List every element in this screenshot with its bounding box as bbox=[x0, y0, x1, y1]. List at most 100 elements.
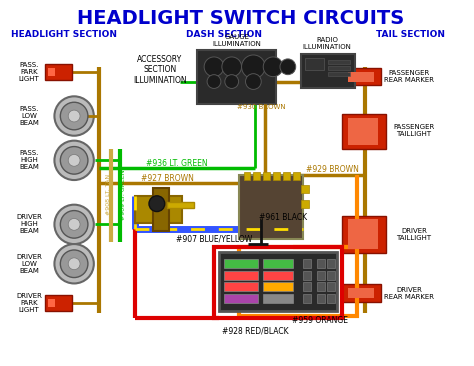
Circle shape bbox=[68, 154, 80, 166]
Circle shape bbox=[55, 96, 94, 136]
Bar bbox=[348, 118, 378, 145]
Text: #928 RED/BLACK: #928 RED/BLACK bbox=[222, 326, 289, 335]
Bar bbox=[328, 66, 350, 70]
Bar bbox=[263, 270, 293, 280]
Circle shape bbox=[60, 210, 88, 238]
Text: #907 BLUE/YELLOW: #907 BLUE/YELLOW bbox=[176, 235, 252, 244]
Text: #936 LT. GREEN: #936 LT. GREEN bbox=[146, 159, 207, 168]
Bar bbox=[224, 259, 258, 268]
Text: #927 BROWN: #927 BROWN bbox=[141, 173, 194, 183]
Circle shape bbox=[60, 102, 88, 130]
Text: DRIVER
LOW
BEAM: DRIVER LOW BEAM bbox=[16, 254, 42, 274]
Bar bbox=[244, 172, 250, 180]
Text: ACCESSORY
SECTION
ILLUMINATION: ACCESSORY SECTION ILLUMINATION bbox=[133, 55, 187, 85]
Circle shape bbox=[55, 141, 94, 180]
Bar bbox=[263, 172, 270, 180]
Bar bbox=[302, 270, 310, 280]
Circle shape bbox=[242, 55, 265, 79]
Text: #930 BROWN: #930 BROWN bbox=[237, 104, 285, 110]
Bar bbox=[302, 259, 310, 268]
Bar bbox=[342, 114, 386, 149]
Bar bbox=[327, 294, 335, 303]
Bar bbox=[318, 294, 325, 303]
Text: #961 BLACK: #961 BLACK bbox=[259, 213, 307, 222]
Bar bbox=[238, 175, 302, 239]
Text: PASS.
PARK
LIGHT: PASS. PARK LIGHT bbox=[18, 62, 39, 82]
Text: DRIVER
HIGH
BEAM: DRIVER HIGH BEAM bbox=[16, 214, 42, 234]
Circle shape bbox=[263, 57, 283, 76]
Text: DRIVER
REAR MARKER: DRIVER REAR MARKER bbox=[384, 287, 434, 300]
Text: HEADLIGHT SECTION: HEADLIGHT SECTION bbox=[11, 30, 117, 39]
Bar bbox=[318, 259, 325, 268]
Bar bbox=[342, 284, 382, 302]
Circle shape bbox=[68, 110, 80, 122]
Bar bbox=[301, 185, 309, 193]
Bar bbox=[293, 172, 300, 180]
Bar bbox=[342, 68, 382, 86]
Bar bbox=[197, 50, 276, 104]
Bar bbox=[263, 294, 293, 303]
Bar bbox=[328, 72, 350, 76]
Bar bbox=[318, 270, 325, 280]
Text: HEADLIGHT SWITCH CIRCUITS: HEADLIGHT SWITCH CIRCUITS bbox=[77, 9, 404, 28]
Bar bbox=[302, 283, 310, 291]
Text: DRIVER
TAILLIGHT: DRIVER TAILLIGHT bbox=[396, 228, 431, 241]
Circle shape bbox=[60, 146, 88, 174]
Bar bbox=[348, 220, 378, 249]
Bar bbox=[219, 252, 337, 311]
Bar bbox=[348, 288, 374, 298]
Circle shape bbox=[225, 75, 238, 89]
Circle shape bbox=[60, 250, 88, 277]
Text: RADIO
ILLUMINATION: RADIO ILLUMINATION bbox=[303, 37, 352, 50]
Circle shape bbox=[68, 219, 80, 230]
Bar bbox=[327, 283, 335, 291]
Bar bbox=[153, 188, 169, 231]
Bar bbox=[318, 283, 325, 291]
Bar bbox=[167, 202, 194, 208]
Bar bbox=[45, 295, 72, 311]
Bar bbox=[224, 294, 258, 303]
Circle shape bbox=[280, 59, 296, 75]
Circle shape bbox=[207, 75, 221, 89]
Bar bbox=[301, 200, 309, 208]
Text: PASSENGER
REAR MARKER: PASSENGER REAR MARKER bbox=[384, 70, 434, 83]
Text: #908 LT. TAN: #908 LT. TAN bbox=[106, 174, 111, 215]
Bar bbox=[254, 172, 260, 180]
Bar bbox=[238, 247, 357, 316]
Bar bbox=[327, 259, 335, 268]
Bar bbox=[135, 196, 182, 223]
Text: PASS.
HIGH
BEAM: PASS. HIGH BEAM bbox=[19, 150, 39, 170]
Text: PASSENGER
TAILLIGHT: PASSENGER TAILLIGHT bbox=[393, 124, 435, 137]
Text: TAIL SECTION: TAIL SECTION bbox=[376, 30, 446, 39]
Bar bbox=[47, 68, 55, 76]
Circle shape bbox=[246, 74, 261, 89]
Bar bbox=[283, 172, 290, 180]
Text: #959 ORANGE: #959 ORANGE bbox=[292, 316, 348, 325]
Bar bbox=[263, 283, 293, 291]
Circle shape bbox=[204, 57, 224, 76]
Bar bbox=[342, 216, 386, 253]
Bar bbox=[302, 294, 310, 303]
Bar bbox=[45, 64, 72, 79]
Bar bbox=[273, 172, 280, 180]
Bar bbox=[305, 58, 324, 70]
Circle shape bbox=[68, 258, 80, 270]
Text: PASS.
LOW
BEAM: PASS. LOW BEAM bbox=[19, 106, 39, 126]
Circle shape bbox=[149, 196, 165, 212]
Bar bbox=[47, 299, 55, 307]
Text: #929 BROWN: #929 BROWN bbox=[306, 165, 359, 174]
Bar bbox=[328, 60, 350, 64]
Bar bbox=[224, 283, 258, 291]
Bar bbox=[327, 270, 335, 280]
Bar bbox=[301, 54, 355, 89]
Circle shape bbox=[55, 244, 94, 283]
Bar bbox=[348, 72, 374, 82]
Text: #909 LT. GREEN: #909 LT. GREEN bbox=[121, 169, 126, 220]
Bar bbox=[214, 247, 342, 318]
Text: GAUGE
ILLUMINATION: GAUGE ILLUMINATION bbox=[212, 34, 261, 47]
Bar bbox=[263, 259, 293, 268]
Circle shape bbox=[222, 57, 242, 76]
Circle shape bbox=[55, 205, 94, 244]
Bar bbox=[224, 270, 258, 280]
Text: DASH SECTION: DASH SECTION bbox=[186, 30, 262, 39]
